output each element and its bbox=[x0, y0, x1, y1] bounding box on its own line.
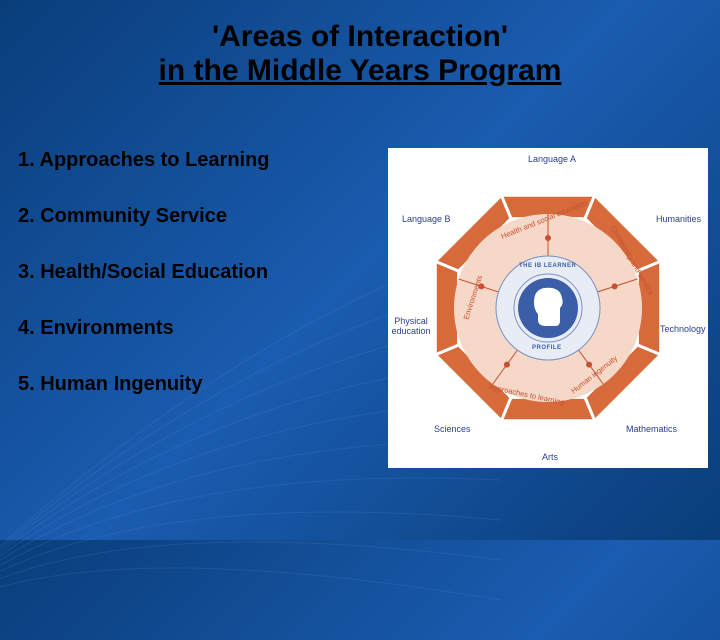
subject-label: Physical education bbox=[386, 316, 436, 336]
list-item: 5. Human Ingenuity bbox=[18, 372, 270, 396]
center-text-bottom: PROFILE bbox=[532, 345, 562, 351]
center-text-top: THE IB LEARNER bbox=[519, 263, 576, 269]
title-line-2: in the Middle Years Program bbox=[0, 54, 720, 88]
subject-label: Humanities bbox=[656, 214, 701, 224]
list-item: 3. Health/Social Education bbox=[18, 260, 270, 284]
subject-label: Sciences bbox=[434, 424, 471, 434]
list-item: 1. Approaches to Learning bbox=[18, 148, 270, 172]
myp-diagram: Language A Humanities Technology Mathema… bbox=[388, 148, 708, 468]
list-item: 2. Community Service bbox=[18, 204, 270, 228]
subject-label: Arts bbox=[542, 452, 558, 462]
subject-label: Language B bbox=[402, 214, 451, 224]
subject-label: Technology bbox=[660, 324, 706, 334]
diagram-svg bbox=[388, 148, 708, 468]
subject-label: Mathematics bbox=[626, 424, 677, 434]
subject-label: Language A bbox=[528, 154, 576, 164]
slide-title: 'Areas of Interaction' in the Middle Yea… bbox=[0, 20, 720, 88]
list-item: 4. Environments bbox=[18, 316, 270, 340]
title-line-1: 'Areas of Interaction' bbox=[0, 20, 720, 54]
areas-list: 1. Approaches to Learning 2. Community S… bbox=[18, 148, 270, 428]
